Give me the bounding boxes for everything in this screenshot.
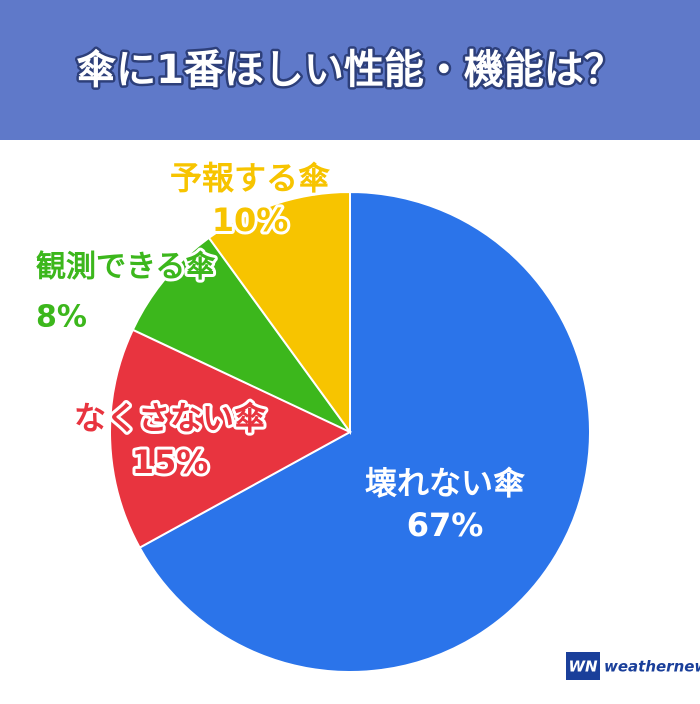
pie-slice xyxy=(138,190,591,673)
chart-title: 傘に1番ほしい性能・機能は？ xyxy=(76,47,624,93)
slice-label: 観測できる傘 xyxy=(36,250,215,285)
slice-label: なくさない傘 xyxy=(74,399,266,437)
value-label: 67% xyxy=(407,506,484,544)
value-label: 10% xyxy=(212,201,289,239)
logo-box xyxy=(566,652,600,680)
pie-slice xyxy=(109,328,353,549)
slice-label: 予報する傘 xyxy=(170,159,330,197)
pie-slice xyxy=(207,190,351,436)
pie-slice xyxy=(131,236,351,433)
labels: 壊れない傘 67% なくさない傘 15% 観測できる傘 8% 予報する傘 10% xyxy=(33,156,525,544)
pie xyxy=(109,190,591,673)
slice-label: 壊れない傘 xyxy=(365,464,525,502)
brand-name: weathernews xyxy=(604,658,700,676)
logo-mark: WN xyxy=(568,658,598,676)
header-band xyxy=(0,0,700,140)
value-label: 8% xyxy=(36,300,87,335)
value-label: 15% xyxy=(132,443,209,481)
